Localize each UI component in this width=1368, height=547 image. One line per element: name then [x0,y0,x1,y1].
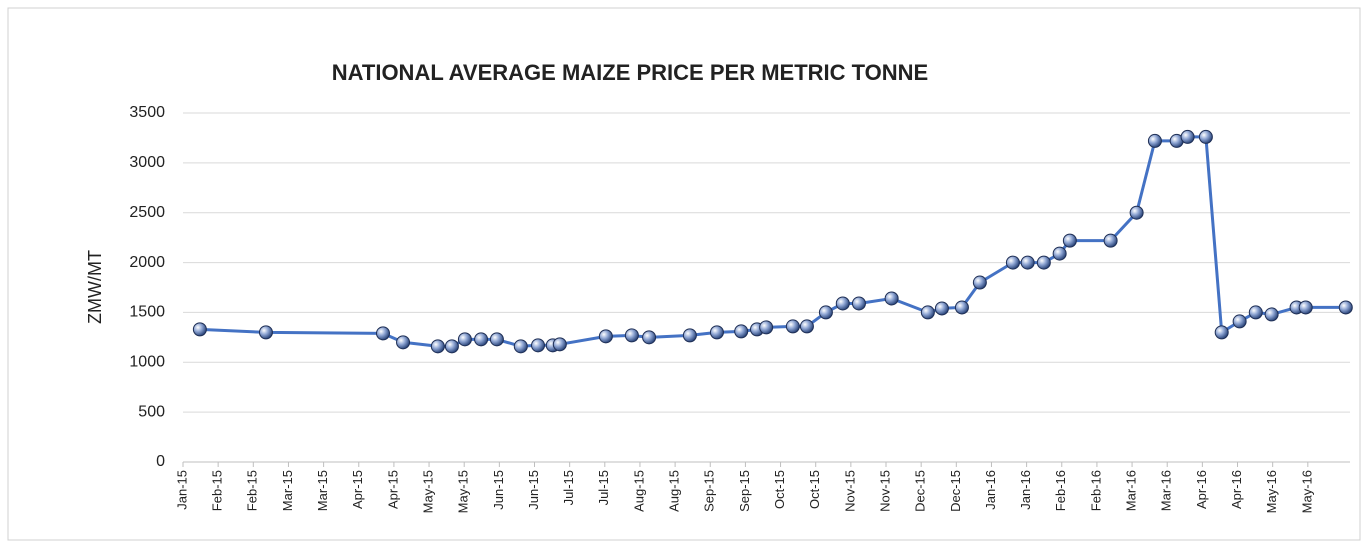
data-point [799,319,814,334]
data-point [1129,205,1144,220]
data-point [192,322,207,337]
x-tick-label: Nov-15 [877,470,892,512]
data-point [258,325,273,340]
x-tick-label: May-16 [1264,470,1279,513]
data-point [552,337,567,352]
data-point [1198,129,1213,144]
chart-frame [7,7,1361,541]
data-point [624,328,639,343]
x-tick-label: Apr-16 [1194,470,1209,509]
data-point [1180,129,1195,144]
data-point [759,320,774,335]
x-tick-label: Jan-16 [1018,470,1033,510]
data-point [709,325,724,340]
y-tick-label: 1500 [129,304,165,321]
data-point [444,339,459,354]
data-point [1005,255,1020,270]
data-point [972,275,987,290]
data-point [1052,246,1067,261]
y-tick-label: 2500 [129,204,165,221]
x-tick-label: Dec-15 [948,470,963,512]
x-tick-label: Oct-15 [772,470,787,509]
x-tick-label: Feb-15 [210,470,225,511]
x-tick-label: Apr-16 [1229,470,1244,509]
y-tick-label: 500 [138,403,165,420]
x-tick-label: May-15 [456,470,471,513]
data-point [1232,314,1247,329]
data-point [954,300,969,315]
data-point [851,296,866,311]
x-tick-label: Jan-16 [983,470,998,510]
data-point [1020,255,1035,270]
x-tick-label: Dec-15 [913,470,928,512]
x-tick-label: Jun-15 [491,470,506,510]
data-point [785,319,800,334]
data-point [376,326,391,341]
x-tick-label: Jul-15 [561,470,576,505]
data-point [531,338,546,353]
data-point [1147,133,1162,148]
data-point [682,328,697,343]
data-point [430,339,445,354]
data-point [474,332,489,347]
y-tick-label: 0 [156,453,165,470]
data-point [1264,307,1279,322]
x-tick-label: Feb-16 [1053,470,1068,511]
data-point [1062,233,1077,248]
data-point [396,335,411,350]
x-tick-label: Mar-15 [280,470,295,511]
data-point [920,305,935,320]
x-tick-label: Sep-15 [702,470,717,512]
x-tick-label: Jun-15 [526,470,541,510]
x-tick-label: Mar-15 [315,470,330,511]
x-tick-label: Feb-15 [245,470,260,511]
x-tick-label: Jan-15 [174,470,189,510]
x-tick-label: Oct-15 [807,470,822,509]
x-tick-label: Aug-15 [667,470,682,512]
data-point [835,296,850,311]
chart-title: NATIONAL AVERAGE MAIZE PRICE PER METRIC … [332,60,928,85]
data-point [734,324,749,339]
x-tick-label: Nov-15 [842,470,857,512]
data-point [1298,300,1313,315]
data-point [818,305,833,320]
data-point [598,329,613,344]
x-tick-label: May-16 [1299,470,1314,513]
data-point [457,332,472,347]
x-tick-label: Mar-16 [1124,470,1139,511]
data-point [513,339,528,354]
data-point [1036,255,1051,270]
x-tick-label: Apr-15 [350,470,365,509]
data-point [1103,233,1118,248]
y-tick-label: 2000 [129,254,165,271]
x-tick-label: Jul-15 [596,470,611,505]
x-tick-label: Apr-15 [385,470,400,509]
x-tick-label: Sep-15 [737,470,752,512]
data-point [1338,300,1353,315]
data-point [489,332,504,347]
data-point [642,330,657,345]
data-point [884,291,899,306]
y-tick-label: 3000 [129,154,165,171]
y-tick-label: 1000 [129,354,165,371]
data-point [1214,325,1229,340]
x-tick-label: Aug-15 [631,470,646,512]
data-point [934,301,949,316]
y-axis-label: ZMW/MT [85,250,105,324]
x-tick-label: May-15 [420,470,435,513]
y-tick-label: 3500 [129,104,165,121]
data-point [1248,305,1263,320]
x-tick-label: Mar-16 [1159,470,1174,511]
x-tick-label: Feb-16 [1088,470,1103,511]
